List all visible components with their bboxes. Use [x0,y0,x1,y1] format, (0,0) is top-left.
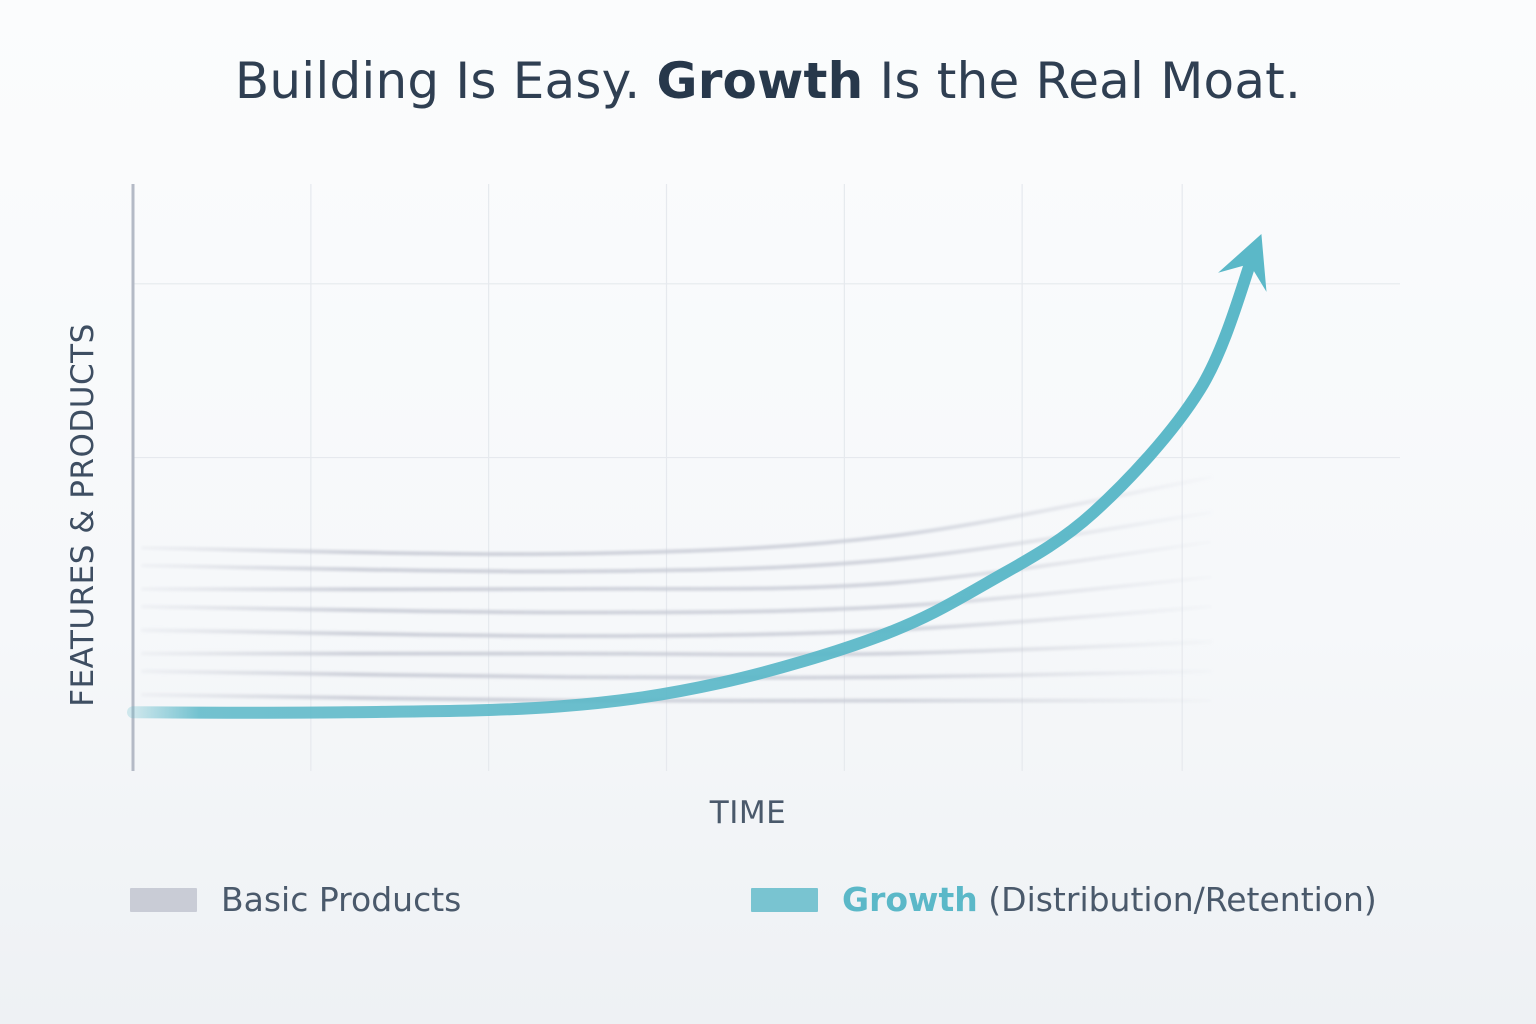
basic-products-line-0 [141,475,1212,557]
title-regular-part: Building Is Easy. [234,52,657,110]
legend-label-growth-bold: Growth [842,880,978,919]
basic-products-line-3 [141,575,1212,615]
title-end-part: Is the Real Moat. [863,52,1302,110]
growth-arrowhead [1218,234,1267,292]
legend-label-basic-products: Basic Products [221,880,462,919]
axes [131,184,1430,773]
legend-label-growth: Growth (Distribution/Retention) [842,880,1377,919]
legend-label-growth-rest: (Distribution/Retention) [977,880,1377,919]
legend-swatch-basic-products [130,887,197,912]
basic-products-lines [141,475,1212,703]
basic-products-line-7 [141,692,1212,703]
basic-products-line-2 [141,540,1212,592]
basic-products-line-4 [141,604,1212,639]
legend-swatch-growth [751,887,818,912]
legend-item-basic-products: Basic Products [130,880,461,919]
y-axis-label: FEATURES & PRODUCTS [65,323,101,707]
basic-products-line-6 [141,669,1212,680]
chart-title: Building Is Easy. Growth Is the Real Moa… [0,52,1536,110]
growth-curve [127,234,1267,719]
growth-line [127,248,1260,719]
title-bold-part: Growth [656,52,864,110]
x-axis-label: TIME [709,795,787,831]
basic-products-line-5 [141,639,1212,657]
legend-item-growth: Growth (Distribution/Retention) [751,880,1377,919]
